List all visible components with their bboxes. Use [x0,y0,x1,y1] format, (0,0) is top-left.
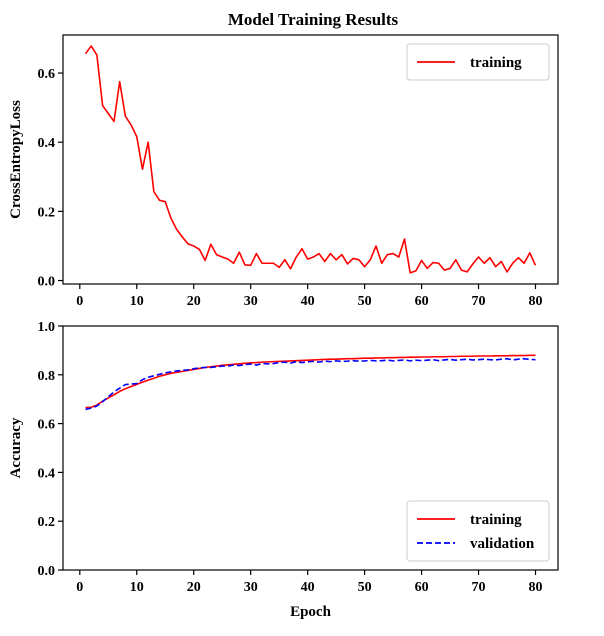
legend-label-training: training [470,55,522,71]
x-tick-label: 30 [244,294,258,309]
legend-box [406,500,550,562]
y-tick-label: 1.0 [38,320,56,335]
training-line [85,354,536,409]
plot-frame [62,34,559,285]
legend: training validation [406,500,550,562]
legend-label-validation: validation [470,536,535,552]
x-tick-label: 50 [358,294,372,309]
x-tick-label: 20 [187,580,201,595]
training-line [84,45,537,274]
legend-label-training: training [470,512,522,528]
x-tick-label: 0 [76,294,83,309]
x-tick-label: 80 [529,294,543,309]
y-tick-label: 0.6 [38,418,56,433]
y-axis-label: CrossEntropyLoss [8,100,24,219]
y-tick-label: 0.2 [38,205,56,220]
x-tick-label: 0 [76,580,83,595]
x-tick-label: 80 [529,580,543,595]
x-tick-label: 40 [301,580,315,595]
plot-frame [62,325,559,571]
x-tick-label: 50 [358,580,372,595]
loss-chart: 0 10 20 30 40 50 60 70 80 0.0 0.2 0.4 0.6 CrossEntrop… [8,34,559,309]
x-tick-label: 40 [301,294,315,309]
figure-title: Model Training Results [228,10,399,29]
x-tick-label: 30 [244,580,258,595]
validation-line [85,357,536,411]
x-tick-label: 20 [187,294,201,309]
y-tick-label: 0.8 [38,369,56,384]
y-tick-label: 0.4 [38,466,56,481]
x-tick-label: 70 [472,580,486,595]
x-tick-label: 60 [415,580,429,595]
y-axis-label: Accuracy [8,417,24,478]
y-tick-label: 0.4 [38,136,56,151]
y-tick-label: 0.0 [38,564,56,579]
legend-box [406,43,550,81]
legend: training [406,43,550,81]
x-tick-label: 70 [472,294,486,309]
x-axis-label: Epoch [290,604,332,620]
x-tick-label: 60 [415,294,429,309]
x-tick-label: 10 [130,294,144,309]
y-tick-label: 0.2 [38,515,56,530]
y-tick-label: 0.6 [38,67,56,82]
x-tick-label: 10 [130,580,144,595]
accuracy-chart: 0 10 20 30 40 50 60 70 80 0.0 0.2 0.4 0.6 0.8 1.0 Accur… [8,320,559,620]
y-tick-label: 0.0 [38,275,56,290]
